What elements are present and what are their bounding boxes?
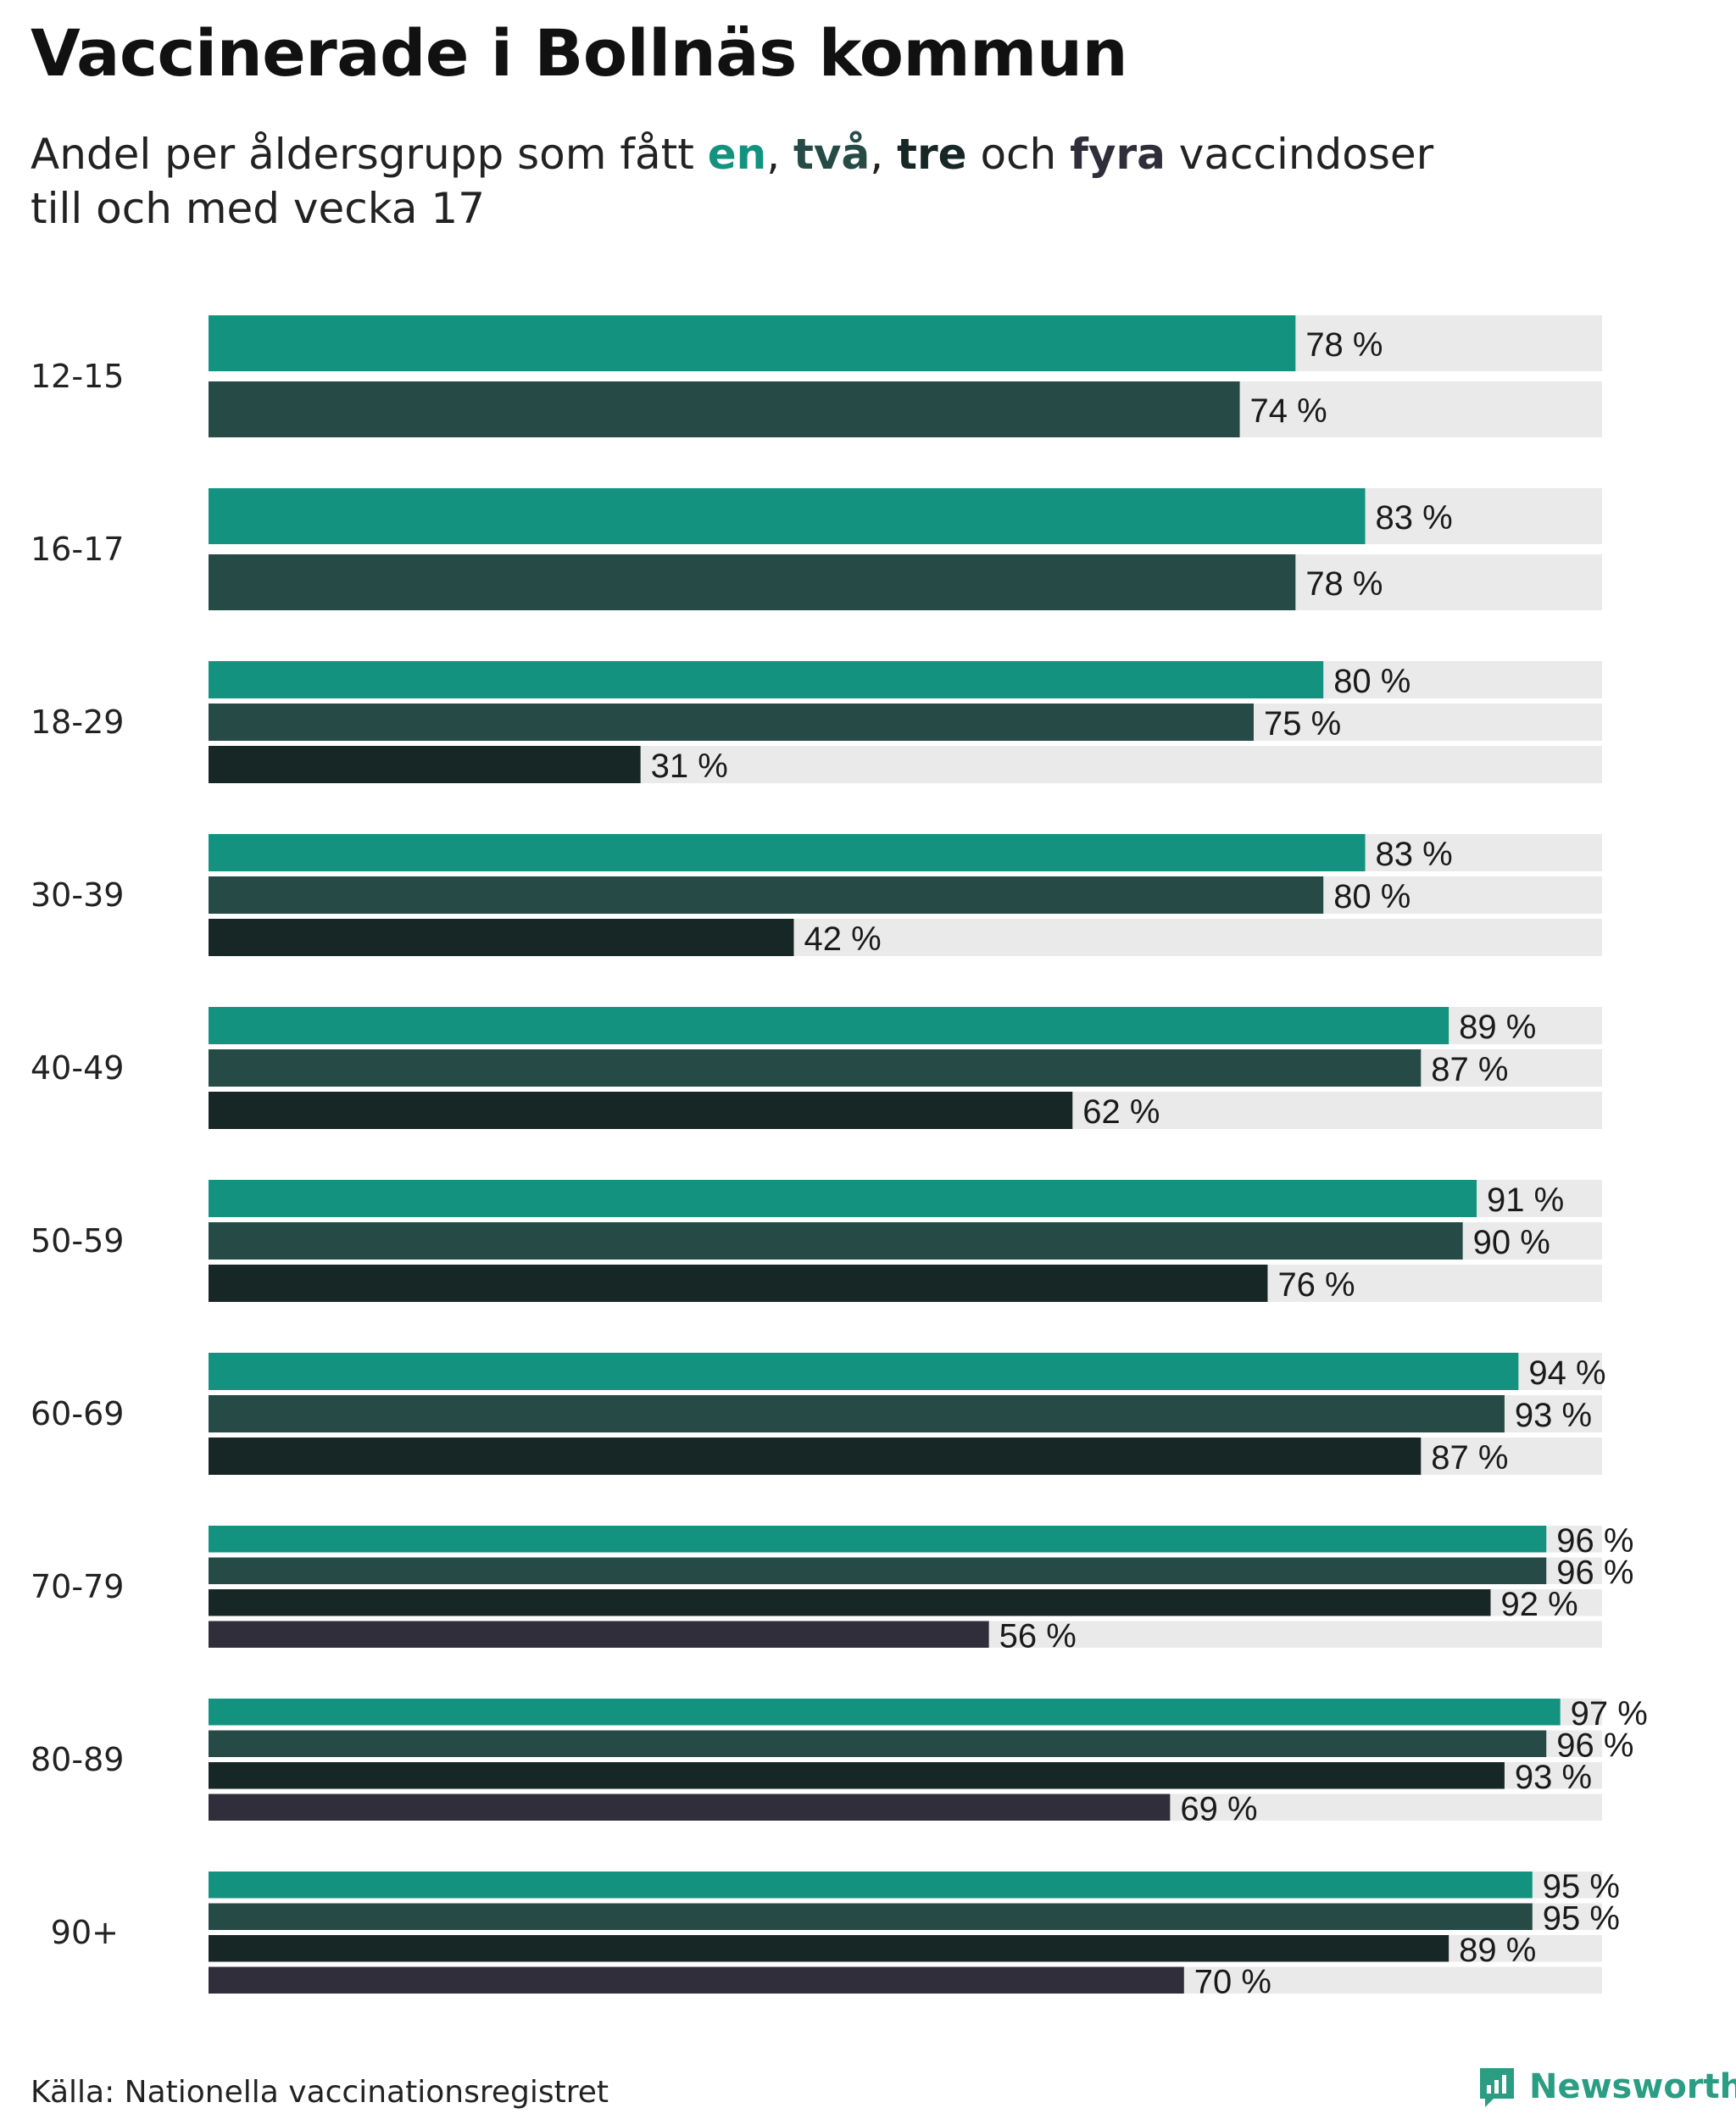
bar-dose-en	[209, 1180, 1477, 1217]
value-label: 75 %	[1264, 705, 1341, 742]
value-label: 95 %	[1543, 1868, 1620, 1905]
bar-dose-tva	[209, 1557, 1547, 1584]
bar-dose-tva	[209, 1903, 1533, 1930]
value-label: 80 %	[1333, 878, 1410, 915]
legend-dose-three: tre	[897, 130, 967, 179]
category-label: 12-15	[31, 358, 124, 395]
value-label: 94 %	[1528, 1354, 1605, 1392]
value-label: 91 %	[1487, 1182, 1564, 1219]
category-label: 90+	[51, 1914, 119, 1951]
newsworthy-logo-icon	[1480, 2068, 1514, 2107]
value-label: 70 %	[1194, 1963, 1271, 2000]
bar-dose-en	[209, 1872, 1533, 1899]
bar-dose-en	[209, 1007, 1449, 1044]
value-label: 83 %	[1376, 499, 1453, 537]
category-label: 16-17	[31, 531, 124, 568]
value-label: 89 %	[1459, 1009, 1536, 1046]
subtitle-suffix: vaccindoser	[1165, 130, 1434, 179]
bar-dose-en	[209, 661, 1324, 698]
value-label: 96 %	[1556, 1554, 1633, 1591]
bar-dose-tva	[209, 1049, 1422, 1087]
bar-dose-tva	[209, 1222, 1463, 1260]
bar-dose-tre	[209, 1589, 1491, 1616]
bar-dose-en	[209, 1699, 1561, 1726]
bar-dose-tva	[209, 1395, 1505, 1432]
subtitle-separator: ,	[870, 130, 898, 179]
legend-dose-two: två	[793, 130, 871, 179]
bar-dose-fyra	[209, 1794, 1171, 1821]
value-label: 89 %	[1459, 1932, 1536, 1969]
value-label: 92 %	[1500, 1586, 1577, 1623]
subtitle-line-2: till och med vecka 17	[31, 184, 486, 233]
bar-dose-tre	[209, 1935, 1449, 1962]
bar-dose-tre	[209, 1762, 1505, 1789]
newsworthy-logo-text: Newsworthy	[1529, 2067, 1736, 2106]
category-label: 30-39	[31, 876, 124, 914]
value-label: 93 %	[1515, 1397, 1592, 1434]
bar-dose-fyra	[209, 1966, 1184, 1994]
subtitle-separator: ,	[766, 130, 794, 179]
subtitle-separator: och	[966, 130, 1071, 179]
bar-dose-tva	[209, 704, 1254, 741]
value-label: 93 %	[1515, 1759, 1592, 1796]
category-label: 50-59	[31, 1222, 124, 1260]
category-label: 40-49	[31, 1049, 124, 1087]
category-label: 60-69	[31, 1395, 124, 1432]
bar-dose-en	[209, 834, 1366, 871]
chart-subtitle: Andel per åldersgrupp som fått en, två, …	[31, 127, 1433, 236]
bar-dose-tre	[209, 746, 641, 783]
value-label: 78 %	[1305, 565, 1383, 603]
value-label: 90 %	[1473, 1224, 1550, 1261]
category-label: 70-79	[31, 1568, 124, 1605]
bar-dose-tva	[209, 381, 1240, 437]
value-label: 80 %	[1333, 663, 1410, 700]
value-label: 96 %	[1556, 1522, 1633, 1560]
value-label: 83 %	[1376, 836, 1453, 873]
value-label: 87 %	[1431, 1051, 1508, 1088]
value-label: 96 %	[1556, 1727, 1633, 1764]
bar-dose-en	[209, 315, 1296, 371]
subtitle-prefix: Andel per åldersgrupp som fått	[31, 130, 708, 179]
value-label: 76 %	[1277, 1266, 1355, 1304]
bar-chart: 12-15 78 % 74 % 16-17 83 % 78 % 18-29 80 % 75 % 3…	[31, 315, 1648, 2000]
value-label: 95 %	[1543, 1899, 1620, 1937]
source-note: Källa: Nationella vaccinationsregistret	[31, 2075, 609, 2110]
bar-dose-tre	[209, 1438, 1422, 1475]
bar-dose-en	[209, 1526, 1547, 1553]
bar-dose-en	[209, 488, 1366, 544]
value-label: 97 %	[1571, 1695, 1648, 1732]
value-label: 74 %	[1250, 392, 1327, 430]
legend-dose-four: fyra	[1070, 130, 1166, 179]
value-label: 78 %	[1305, 326, 1383, 364]
bar-dose-tva	[209, 876, 1324, 914]
chart-title: Vaccinerade i Bollnäs kommun	[31, 15, 1128, 91]
value-label: 87 %	[1431, 1439, 1508, 1477]
value-label: 56 %	[999, 1617, 1077, 1655]
value-label: 31 %	[651, 748, 728, 785]
bar-dose-tre	[209, 1265, 1268, 1302]
bar-dose-tre	[209, 919, 794, 956]
value-label: 42 %	[804, 920, 881, 958]
bar-dose-en	[209, 1353, 1519, 1390]
bar-dose-tva	[209, 1730, 1547, 1757]
newsworthy-logo: Newsworthy	[1477, 2065, 1736, 2109]
subtitle-line-1: Andel per åldersgrupp som fått en, två, …	[31, 127, 1433, 181]
category-label: 18-29	[31, 704, 124, 741]
bar-dose-tva	[209, 554, 1296, 610]
value-label: 62 %	[1082, 1093, 1160, 1131]
bar-dose-fyra	[209, 1621, 989, 1648]
value-label: 69 %	[1180, 1790, 1257, 1827]
legend-dose-one: en	[707, 130, 767, 179]
bar-dose-tre	[209, 1092, 1073, 1129]
category-label: 80-89	[31, 1741, 124, 1778]
